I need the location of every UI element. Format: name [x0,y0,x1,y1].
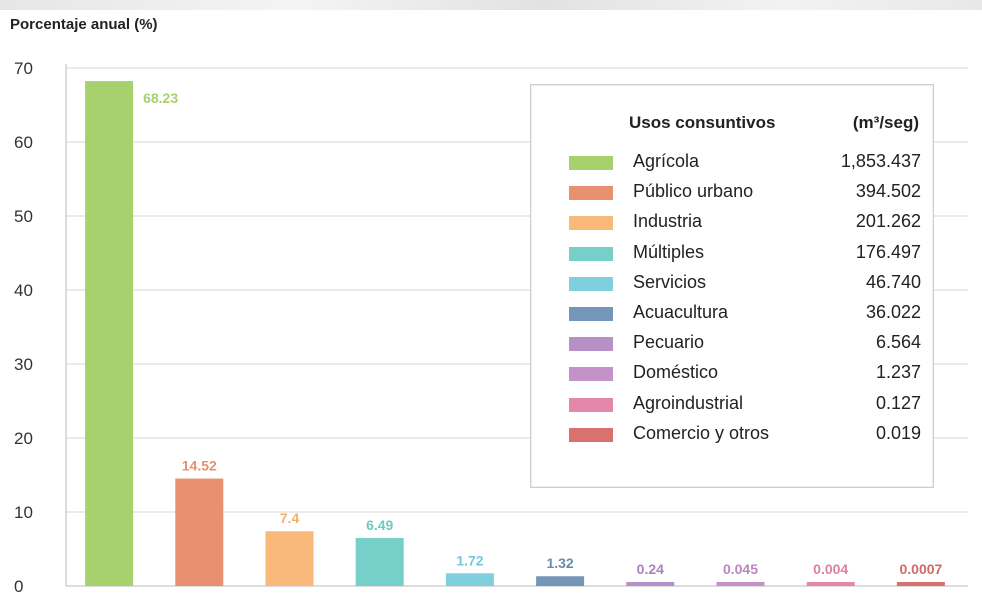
legend-item: Comercio y otros 0.019 [531,421,933,451]
y-tick-label: 60 [14,133,33,152]
y-tick-label: 40 [14,281,33,300]
legend-swatch [569,337,613,352]
legend-swatch [569,307,613,321]
legend-label: Servicios [633,271,707,292]
legend-item: Múltiples 176.497 [531,240,933,270]
legend-item: Industria 201.262 [531,209,933,239]
legend-label: Comercio y otros [633,422,770,443]
data-label: 14.52 [182,458,217,474]
bar-2 [175,478,224,586]
y-tick-label: 70 [14,59,33,78]
y-tick-label: 30 [14,355,33,374]
bar-1 [85,81,134,587]
legend-swatch [569,427,613,442]
legend-swatch [569,276,613,291]
legend-value: 0.019 [875,422,921,443]
legend-label: Agrícola [633,151,700,171]
legend-value: 6.564 [875,332,921,353]
legend-unit: (m³/seg) [852,113,919,132]
top-band [0,0,982,10]
legend-item: Público urbano 394.502 [531,179,933,209]
legend-swatch [569,156,613,170]
bar-8 [716,582,765,586]
data-label: 0.004 [813,561,848,577]
bar-6 [536,576,585,586]
legend-value: 0.127 [875,392,921,413]
y-tick-label: 50 [14,207,33,226]
legend-label: Público urbano [633,181,754,202]
legend-value: 176.497 [855,241,921,262]
legend-label: Doméstico [633,362,719,383]
legend-label: Agroindustrial [633,392,744,413]
legend-swatch [569,246,613,261]
data-label: 7.4 [280,510,300,526]
legend-label: Acuacultura [633,302,729,322]
bar-5 [445,573,494,586]
legend-swatch [569,216,613,231]
legend-label: Múltiples [633,241,705,262]
legend-value: 46.740 [865,271,921,292]
legend-item: Doméstico 1.237 [531,360,933,390]
y-axis-title: Porcentaje anual (%) [10,16,158,33]
legend-value: 1,853.437 [840,151,921,171]
legend-swatch [569,397,613,412]
legend-value: 1.237 [875,362,921,383]
legend-title: Usos consuntivos [629,113,776,132]
data-label: 0.24 [637,561,664,577]
legend-item: Servicios 46.740 [531,270,933,300]
legend-value: 201.262 [855,211,921,232]
bar-3 [265,531,314,586]
y-tick-label: 0 [14,577,23,594]
data-label: 1.32 [546,555,573,571]
legend-swatch [569,367,613,382]
legend-label: Pecuario [633,332,705,353]
y-tick-label: 10 [14,503,33,522]
legend-item: Agroindustrial 0.127 [531,391,933,421]
legend-label: Industria [633,211,703,232]
bar-10 [896,582,945,586]
bar-4 [355,537,404,586]
data-label: 0.0007 [899,561,942,577]
data-label: 1.72 [456,552,483,568]
bar-7 [626,582,675,586]
legend-value: 394.502 [855,181,921,202]
legend: Usos consuntivos (m³/seg) Agrícola 1,853.… [530,84,934,488]
data-label: 68.23 [143,90,178,106]
data-label: 0.045 [723,561,758,577]
legend-header: Usos consuntivos (m³/seg) [531,113,933,137]
bar-9 [806,582,855,586]
legend-item: Acuacultura 36.022 [531,300,933,330]
y-tick-label: 20 [14,429,33,448]
legend-value: 36.022 [865,302,921,322]
legend-item: Agrícola 1,853.437 [531,149,933,179]
data-label: 6.49 [366,517,393,533]
legend-swatch [569,186,613,201]
legend-item: Pecuario 6.564 [531,330,933,360]
